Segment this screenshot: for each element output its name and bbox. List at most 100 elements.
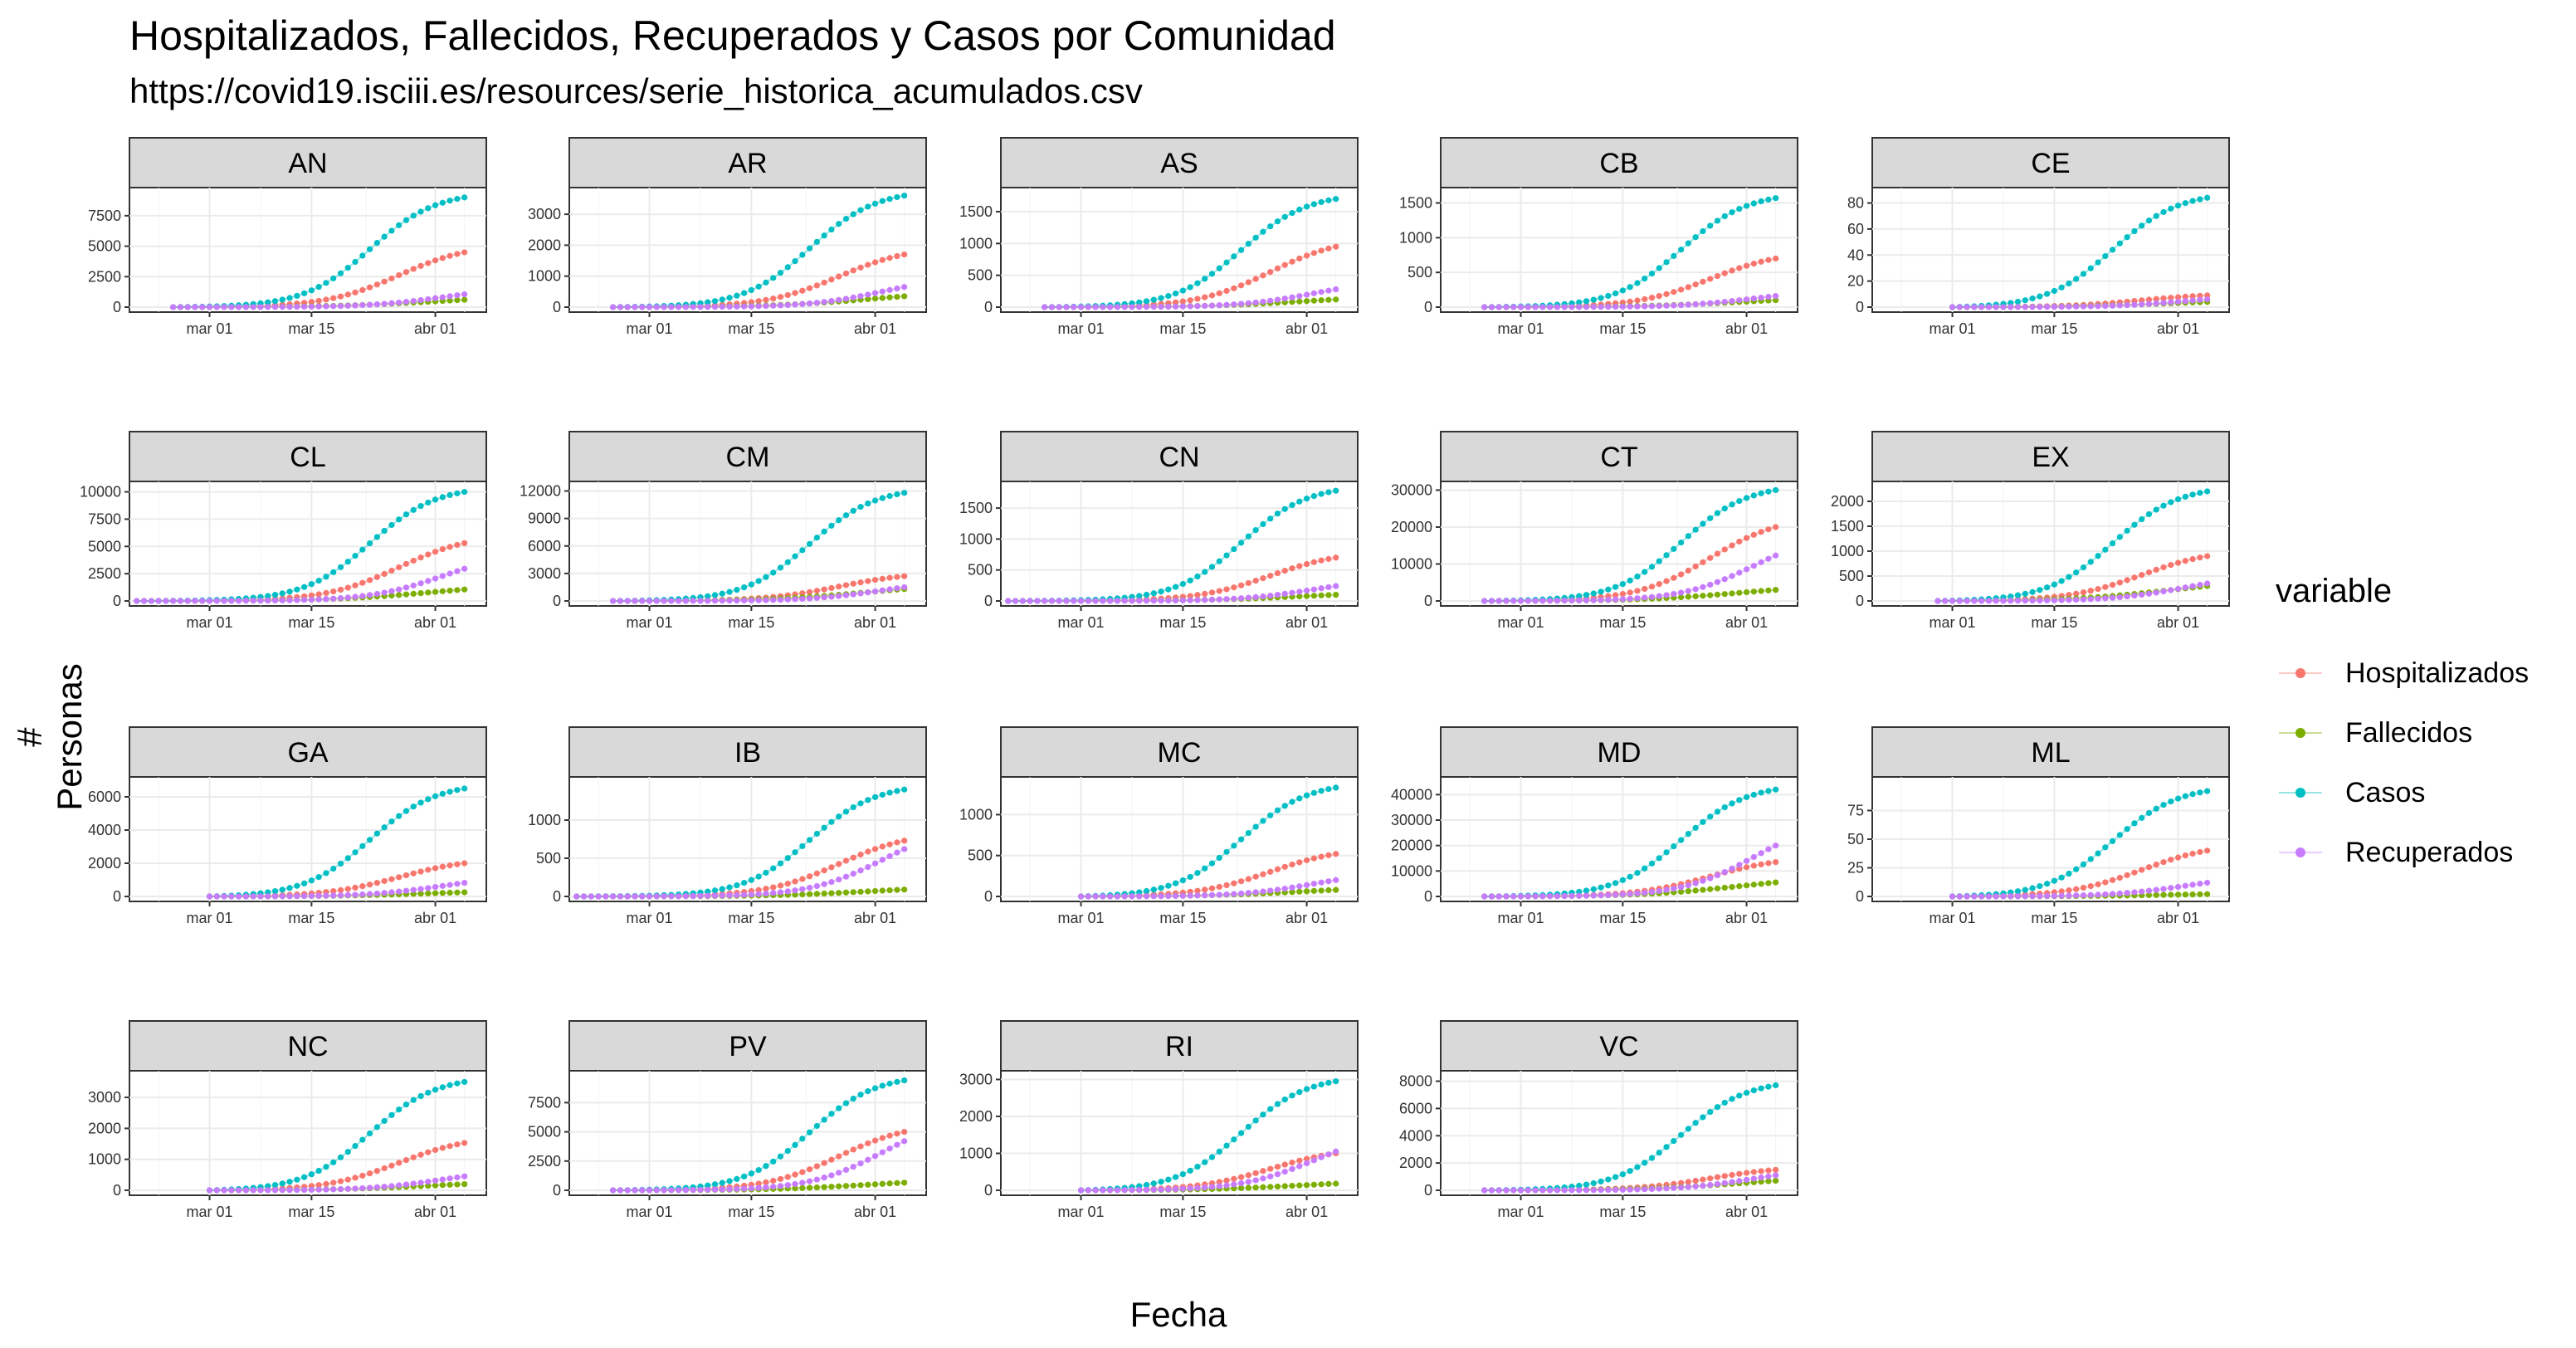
data-point-recuperados (461, 291, 468, 298)
data-point-casos (1143, 1181, 1150, 1189)
data-point-recuperados (250, 1187, 256, 1194)
data-point-hospitalizados (1736, 1170, 1743, 1177)
data-point-casos (1576, 593, 1583, 599)
data-point-casos (337, 1154, 344, 1160)
data-point-recuperados (1114, 304, 1121, 310)
data-point-hospitalizados (879, 256, 886, 263)
data-point-hospitalizados (850, 854, 856, 861)
data-point-recuperados (1721, 868, 1728, 876)
data-point-recuperados (1985, 304, 1993, 310)
data-point-casos (410, 212, 417, 219)
data-point-recuperados (1532, 893, 1539, 900)
data-point-recuperados (1773, 552, 1779, 559)
data-point-casos (1260, 818, 1266, 824)
data-point-casos (1252, 1117, 1259, 1124)
data-point-fallecidos (417, 590, 424, 597)
data-point-hospitalizados (2087, 588, 2094, 594)
data-point-casos (711, 887, 719, 894)
data-point-fallecidos (813, 891, 820, 897)
data-point-fallecidos (806, 1184, 813, 1191)
data-point-recuperados (1517, 304, 1525, 310)
y-tick-label: 7500 (88, 208, 121, 224)
data-point-fallecidos (1289, 299, 1295, 305)
data-point-hospitalizados (763, 886, 769, 892)
data-point-hospitalizados (454, 1141, 461, 1148)
y-tick-label: 2000 (1831, 493, 1864, 510)
data-point-recuperados (1539, 598, 1546, 604)
data-point-casos (2008, 593, 2014, 600)
data-point-recuperados (381, 300, 388, 307)
data-point-casos (850, 803, 856, 811)
data-point-casos (1281, 803, 1288, 809)
data-point-recuperados (1525, 1187, 1531, 1194)
data-point-recuperados (1561, 1187, 1568, 1194)
x-tick-label: abr 01 (2157, 320, 2199, 337)
data-point-recuperados (799, 886, 806, 892)
data-point-casos (1642, 1160, 1648, 1166)
strip (1000, 1020, 1359, 1072)
data-point-recuperados (1743, 296, 1750, 303)
data-point-recuperados (1056, 304, 1062, 310)
data-point-recuperados (836, 1170, 842, 1176)
data-point-fallecidos (446, 1181, 453, 1188)
data-point-recuperados (1488, 598, 1495, 604)
data-point-fallecidos (461, 889, 468, 896)
data-point-recuperados (330, 892, 337, 899)
data-point-recuperados (2174, 585, 2182, 592)
data-point-fallecidos (1773, 587, 1779, 593)
data-point-casos (1158, 295, 1164, 301)
data-point-recuperados (850, 591, 856, 598)
data-point-casos (1765, 788, 1772, 794)
data-point-recuperados (1318, 879, 1325, 886)
data-point-casos (901, 786, 908, 793)
data-point-fallecidos (1310, 1181, 1317, 1188)
data-point-recuperados (1179, 1185, 1186, 1192)
data-point-hospitalizados (1245, 1172, 1251, 1179)
data-point-casos (828, 818, 835, 825)
data-point-hospitalizados (1325, 245, 1332, 252)
strip-label: PV (729, 1031, 767, 1062)
data-point-recuperados (1634, 1186, 1641, 1193)
data-point-recuperados (337, 1185, 344, 1193)
y-tick-label: 0 (1424, 593, 1432, 609)
data-point-hospitalizados (1648, 295, 1656, 301)
y-tick-label: 3000 (88, 1089, 121, 1106)
data-point-recuperados (1150, 304, 1157, 310)
data-point-recuperados (748, 303, 754, 310)
data-point-recuperados (1281, 885, 1288, 892)
y-tick-label: 50 (1847, 831, 1864, 847)
data-point-casos (734, 292, 740, 299)
data-point-recuperados (842, 295, 850, 302)
data-point-recuperados (1085, 598, 1091, 604)
data-point-recuperados (1743, 1176, 1750, 1184)
data-point-hospitalizados (2168, 562, 2174, 569)
data-point-casos (2058, 284, 2065, 291)
data-point-recuperados (2014, 304, 2022, 310)
data-point-recuperados (836, 876, 842, 883)
strip-label: AS (1160, 148, 1198, 179)
legend-item-casos: Casos (2276, 763, 2529, 823)
y-tick-label: 6000 (528, 538, 561, 554)
data-point-hospitalizados (1714, 272, 1721, 280)
x-tick-label: mar 15 (1159, 910, 1206, 926)
data-point-casos (1325, 1079, 1332, 1087)
data-point-casos (850, 211, 856, 217)
data-point-casos (271, 591, 279, 598)
data-point-hospitalizados (806, 873, 813, 880)
data-point-casos (836, 517, 842, 524)
data-point-recuperados (2080, 891, 2087, 899)
data-point-recuperados (697, 598, 704, 604)
data-point-recuperados (770, 597, 777, 603)
data-point-recuperados (366, 301, 373, 308)
data-point-hospitalizados (1685, 567, 1691, 574)
data-point-hospitalizados (2174, 559, 2182, 566)
data-point-hospitalizados (792, 878, 798, 885)
data-point-casos (1187, 873, 1193, 881)
data-point-casos (1216, 854, 1222, 862)
data-point-recuperados (639, 893, 646, 900)
data-point-recuperados (1056, 598, 1062, 604)
data-point-recuperados (1656, 1185, 1662, 1192)
data-point-recuperados (1547, 1187, 1554, 1194)
